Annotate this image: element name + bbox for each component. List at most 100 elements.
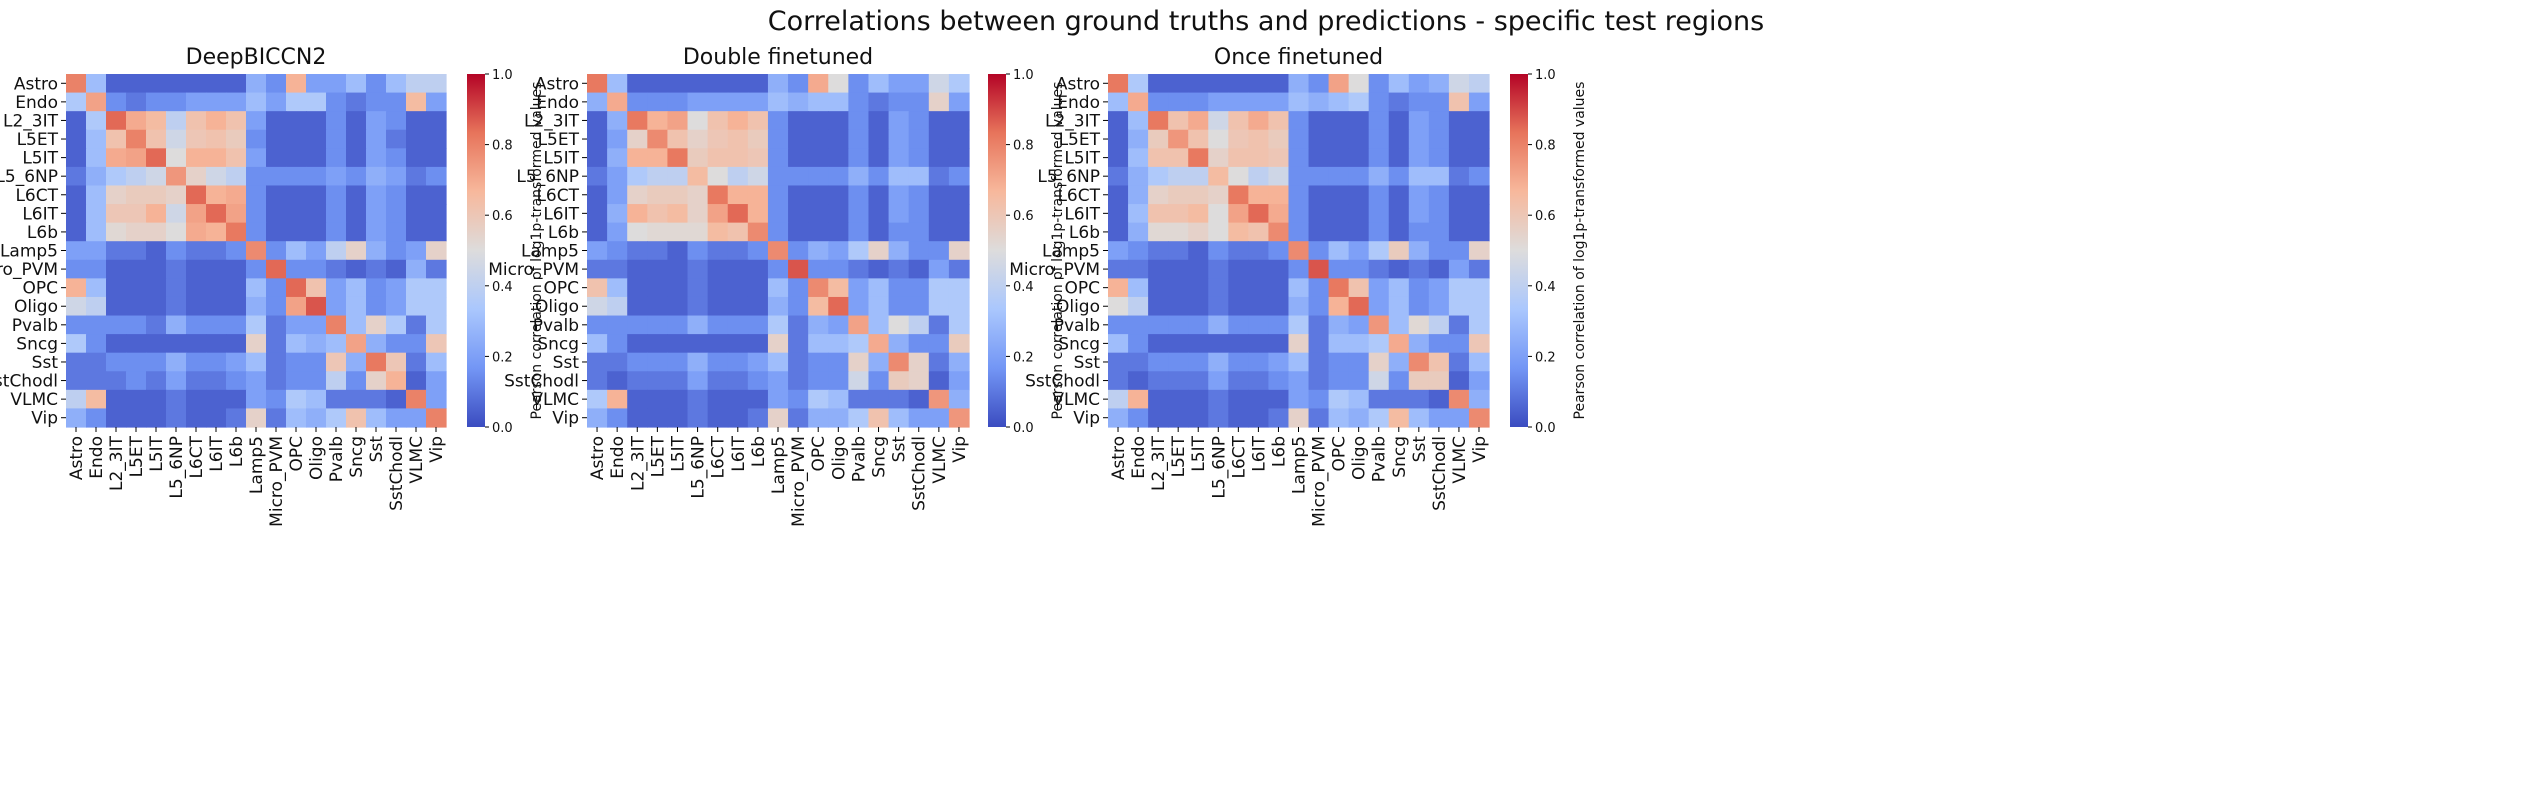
heatmap-cell: [848, 129, 870, 149]
heatmap-cell: [888, 334, 910, 354]
heatmap-cell: [928, 222, 950, 242]
heatmap-cell: [1188, 408, 1209, 428]
heatmap-cell: [286, 204, 307, 224]
heatmap-cell: [1408, 148, 1430, 168]
heatmap-cell: [647, 241, 669, 261]
heatmap-cell: [1168, 74, 1189, 94]
heatmap-cell: [226, 74, 247, 94]
heatmap-cell: [707, 222, 729, 242]
heatmap-cell: [146, 92, 167, 112]
heatmap-cell: [426, 334, 447, 354]
y-tick-label: Sncg: [537, 334, 579, 354]
heatmap-cell: [1188, 389, 1209, 410]
heatmap-cell: [1288, 389, 1310, 410]
heatmap-cell: [767, 389, 789, 410]
y-tick-label: VLMC: [1052, 390, 1100, 410]
heatmap-cell: [1168, 204, 1189, 224]
heatmap-cell: [226, 222, 247, 242]
heatmap-cell: [888, 296, 910, 317]
heatmap-cell: [948, 371, 970, 391]
heatmap-cell: [828, 315, 849, 335]
heatmap-cell: [1128, 389, 1149, 410]
heatmap-cell: [126, 92, 147, 112]
y-tick-label: Astro: [535, 74, 579, 94]
heatmap-cell: [186, 296, 207, 317]
heatmap-cell: [306, 352, 327, 372]
heatmap-cell: [1308, 185, 1330, 205]
heatmap-cell: [406, 408, 427, 428]
colorbar-tick-label: 0.8: [492, 139, 513, 154]
heatmap-cell: [848, 222, 870, 242]
heatmap-cell: [1328, 334, 1350, 354]
heatmap-cell: [326, 259, 347, 279]
heatmap-cell: [246, 371, 267, 391]
heatmap-cell: [1108, 74, 1129, 94]
heatmap-cell: [66, 315, 87, 335]
heatmap-cell: [868, 352, 890, 372]
heatmap-cell: [627, 334, 648, 354]
heatmap-cell: [888, 241, 910, 261]
heatmap-cell: [707, 166, 729, 187]
heatmap-cell: [366, 408, 387, 428]
heatmap-cell: [1388, 296, 1410, 317]
heatmap-cell: [146, 129, 167, 149]
heatmap-cell: [808, 278, 829, 298]
heatmap-cell: [326, 222, 347, 242]
heatmap-cell: [266, 315, 287, 335]
heatmap-cell: [587, 111, 608, 131]
heatmap-cell: [788, 92, 809, 112]
heatmap-cell: [607, 371, 628, 391]
heatmap-cell: [146, 185, 167, 205]
heatmap-cell: [1188, 204, 1209, 224]
heatmap-cell: [788, 389, 809, 410]
heatmap-cell: [687, 408, 709, 428]
heatmap-cell: [206, 278, 227, 298]
heatmap-cell: [1468, 74, 1490, 94]
heatmap-cell: [206, 185, 227, 205]
x-tick-label: L5IT: [668, 435, 688, 471]
heatmap-cell: [868, 74, 890, 94]
heatmap-cell: [707, 408, 729, 428]
heatmap-cell: [1128, 259, 1149, 279]
heatmap-cell: [788, 129, 809, 149]
heatmap-cell: [1388, 241, 1410, 261]
heatmap-cell: [106, 352, 127, 372]
panel-title: DeepBICCN2: [186, 45, 327, 70]
heatmap-cell: [908, 129, 930, 149]
heatmap-cell: [306, 129, 327, 149]
heatmap-cell: [146, 296, 167, 317]
panel-title: Once finetuned: [1214, 45, 1383, 70]
heatmap-cell: [1348, 74, 1370, 94]
heatmap-cell: [266, 334, 287, 354]
heatmap-cell: [306, 166, 327, 187]
heatmap-cell: [687, 389, 709, 410]
heatmap-cell: [1468, 111, 1490, 131]
heatmap-cell: [1148, 148, 1169, 168]
heatmap-cell: [747, 241, 769, 261]
heatmap-cell: [848, 74, 870, 94]
heatmap-cell: [767, 222, 789, 242]
heatmap-cell: [366, 241, 387, 261]
heatmap-cell: [607, 296, 628, 317]
heatmap-cell: [106, 389, 127, 410]
heatmap-cell: [1208, 111, 1229, 131]
heatmap-cell: [1208, 185, 1229, 205]
heatmap-cell: [386, 278, 407, 298]
heatmap-cell: [1448, 259, 1470, 279]
heatmap-cell: [386, 185, 407, 205]
heatmap-cell: [186, 74, 207, 94]
heatmap-cell: [86, 389, 107, 410]
heatmap-cell: [1308, 334, 1330, 354]
heatmap-cell: [888, 389, 910, 410]
heatmap-cell: [426, 148, 447, 168]
heatmap-cell: [146, 408, 167, 428]
heatmap-cell: [1348, 408, 1370, 428]
heatmap-cell: [406, 92, 427, 112]
heatmap-cell: [186, 241, 207, 261]
y-tick-label: L5_6NP: [1037, 167, 1100, 187]
heatmap-cell: [366, 352, 387, 372]
heatmap-cell: [1248, 166, 1270, 187]
heatmap-cell: [1108, 278, 1129, 298]
heatmap-cell: [1368, 129, 1390, 149]
